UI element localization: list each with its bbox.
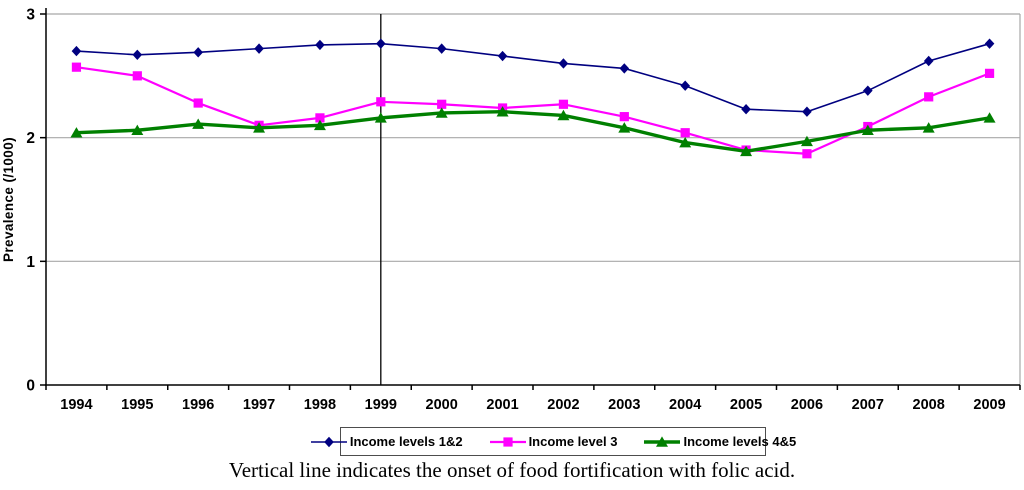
data-point-marker (557, 109, 570, 121)
data-point-marker (802, 106, 812, 117)
series-square (71, 62, 995, 159)
series-line (76, 66, 990, 155)
data-point-marker (437, 99, 447, 109)
data-point-marker (984, 38, 995, 49)
data-point-marker (741, 104, 751, 115)
series-line (76, 42, 990, 113)
legend-label-income-level-3: Income level 3 (528, 434, 618, 449)
x-tick-label: 1998 (304, 397, 336, 413)
series-diamond (71, 38, 995, 117)
data-point-marker (558, 58, 569, 69)
data-point-marker (254, 43, 264, 54)
x-tick-label: 1994 (60, 397, 92, 413)
triangle-series-marker-icon (644, 435, 681, 447)
data-point-marker (983, 112, 996, 123)
axis-tick-labels: 0 1 2 3 1994 1995 1996 1997 1998 1999 2000 2001 2002… (1, 7, 1006, 414)
data-point-marker (436, 43, 447, 54)
data-point-marker (315, 113, 325, 123)
data-point-marker (924, 92, 934, 102)
data-point-marker (558, 99, 569, 109)
data-point-marker (800, 135, 813, 147)
data-point-marker (435, 107, 448, 118)
x-tick-label: 2003 (608, 397, 640, 413)
legend-item-income-levels-1-2: Income levels 1&2 (310, 434, 463, 449)
data-point-marker (313, 119, 326, 131)
legend-label-income-levels-4-5: Income levels 4&5 (683, 434, 797, 449)
data-point-marker (253, 122, 266, 133)
data-point-marker (496, 106, 509, 117)
data-point-marker (192, 118, 205, 129)
data-point-marker (619, 112, 629, 122)
data-point-marker (376, 97, 386, 107)
data-point-marker (132, 49, 143, 61)
data-point-marker (131, 124, 144, 136)
data-point-marker (193, 98, 203, 108)
y-tick-label: 3 (26, 7, 35, 24)
data-point-marker (132, 71, 142, 81)
prevalence-line-chart: 0 1 2 3 1994 1995 1996 1997 1998 1999 2000 2001 2002… (1, 7, 1021, 414)
x-tick-label: 2005 (730, 397, 762, 413)
data-point-marker (618, 122, 631, 133)
y-tick-label: 1 (26, 254, 35, 271)
data-point-marker (374, 112, 387, 123)
chart-legend: Income levels 1&2 Income level 3 Income … (310, 427, 796, 456)
x-tick-label: 2006 (791, 397, 823, 413)
y-axis-title: Prevalence (/1000) (1, 137, 16, 262)
data-point-marker (922, 122, 935, 133)
legend-item-income-level-3: Income level 3 (489, 434, 618, 449)
data-point-marker (740, 145, 753, 157)
x-tick-label: 1996 (182, 397, 214, 413)
data-point-marker (680, 80, 690, 91)
data-point-marker (70, 127, 83, 138)
data-point-marker (863, 85, 873, 96)
x-tick-label: 2009 (973, 397, 1005, 413)
diamond-series-marker-icon (310, 436, 347, 447)
x-tick-label: 2004 (669, 397, 701, 413)
data-point-marker (376, 38, 386, 49)
gridlines (46, 13, 1020, 262)
data-point-marker (193, 47, 203, 58)
square-series-marker-icon (489, 436, 526, 447)
data-point-marker (984, 68, 995, 78)
x-tick-label: 2007 (852, 397, 884, 413)
legend-item-income-levels-4-5: Income levels 4&5 (643, 434, 796, 449)
data-point-marker (679, 137, 692, 148)
data-point-marker (315, 39, 325, 51)
data-point-marker (71, 62, 82, 72)
data-point-marker (680, 128, 690, 138)
data-point-marker (71, 45, 82, 57)
y-tick-label: 2 (26, 130, 35, 147)
x-tick-label: 2001 (486, 397, 518, 413)
axes (40, 8, 1021, 390)
x-tick-label: 2000 (426, 397, 458, 413)
x-tick-label: 1997 (243, 397, 275, 413)
data-point-marker (497, 50, 508, 62)
data-point-marker (619, 63, 630, 74)
legend-label-income-levels-1-2: Income levels 1&2 (349, 434, 463, 449)
series-triangle (70, 106, 996, 157)
figure-caption: Vertical line indicates the onset of foo… (228, 458, 796, 482)
data-point-marker (923, 55, 934, 67)
x-tick-label: 2008 (913, 397, 945, 413)
data-point-marker (802, 149, 812, 159)
data-point-marker (861, 124, 874, 136)
series-line (76, 109, 990, 153)
x-tick-label: 1999 (365, 397, 397, 413)
x-tick-label: 2002 (547, 397, 579, 413)
x-tick-label: 1995 (121, 397, 153, 413)
y-tick-label: 0 (26, 378, 35, 395)
